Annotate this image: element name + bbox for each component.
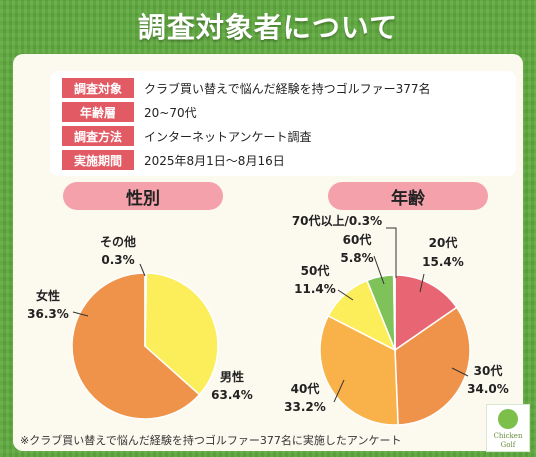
slice-name-label: 60代 <box>343 232 372 247</box>
leader-line <box>419 273 425 293</box>
slice-value-label: 63.4% <box>211 388 253 402</box>
leader-line <box>337 289 354 301</box>
slice-value-label: 15.4% <box>422 255 464 269</box>
logo-mark-icon <box>498 409 518 429</box>
age-pie-slice <box>394 274 458 352</box>
survey-row-value: 2025年8月1日〜8月16日 <box>144 153 285 168</box>
survey-row-label: 調査方法 <box>62 126 134 146</box>
slice-name-label: 女性 <box>36 288 60 303</box>
leader-line <box>386 227 397 278</box>
slice-value-label: 0.3% <box>101 253 134 267</box>
survey-row-value: クラブ買い替えで悩んだ経験を持つゴルファー377名 <box>144 81 431 96</box>
gender-pie-slice <box>71 272 201 420</box>
age-pie-slice <box>392 274 396 351</box>
leader-line <box>333 379 345 403</box>
leader-line <box>373 255 385 285</box>
gender-pie-slice <box>144 272 148 347</box>
slice-value-label: 5.8% <box>340 251 373 265</box>
gender-pie-slice <box>144 272 219 396</box>
logo-text-line2: Golf <box>500 441 516 449</box>
slice-name-label: 40代 <box>291 381 320 396</box>
slice-value-label: 11.4% <box>294 282 336 296</box>
survey-row-target: 調査対象 クラブ買い替えで悩んだ経験を持つゴルファー377名 <box>62 78 431 98</box>
leader-line <box>72 311 89 317</box>
survey-row-period: 実施期間 2025年8月1日〜8月16日 <box>62 150 285 170</box>
survey-row-value: 20~70代 <box>144 105 197 120</box>
survey-row-value: インターネットアンケート調査 <box>144 129 312 144</box>
slice-name-label: 30代 <box>474 363 503 378</box>
slice-name-label: 男性 <box>220 369 244 384</box>
slice-name-label: 50代 <box>301 263 330 278</box>
chicken-golf-logo: Chicken Golf <box>486 404 530 452</box>
footnote: ※クラブ買い替えで悩んだ経験を持つゴルファー377名に実施したアンケート <box>20 434 402 447</box>
survey-row-method: 調査方法 インターネットアンケート調査 <box>62 126 312 146</box>
gender-chart-title: 性別 <box>63 182 223 210</box>
survey-row-label: 年齢層 <box>62 102 134 122</box>
slice-name-label: その他 <box>100 234 136 249</box>
slice-value-label: 36.3% <box>27 307 69 321</box>
survey-row-label: 実施期間 <box>62 150 134 170</box>
slice-value-label: 33.2% <box>284 400 326 414</box>
logo-text-line1: Chicken <box>493 432 523 440</box>
leader-line <box>451 367 469 377</box>
survey-row-label: 調査対象 <box>62 78 134 98</box>
survey-row-age: 年齢層 20~70代 <box>62 102 197 122</box>
age-chart-title: 年齢 <box>328 182 488 210</box>
page-title: 調査対象者について <box>137 11 399 44</box>
leader-line <box>139 263 146 277</box>
slice-name-label: 20代 <box>429 235 458 250</box>
slice-label: 70代以上/0.3% <box>292 213 382 228</box>
age-pie-slice <box>319 314 399 426</box>
slice-value-label: 34.0% <box>467 382 509 396</box>
age-pie-slice <box>394 306 471 426</box>
